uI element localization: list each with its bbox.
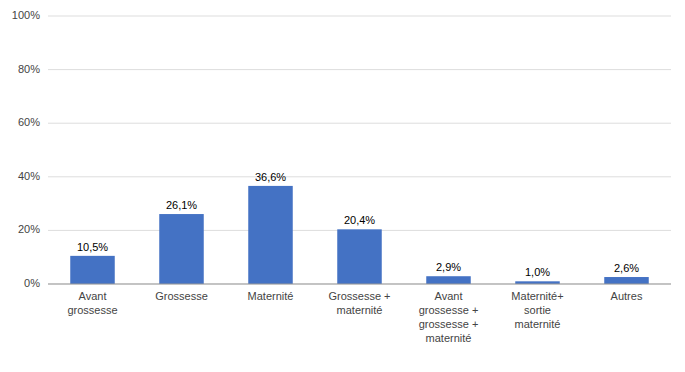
bar	[70, 256, 115, 284]
y-tick-label: 80%	[18, 63, 40, 75]
y-tick-label: 0%	[24, 277, 40, 289]
x-axis: Avantgrossesse Grossesse Maternité Grossess…	[67, 290, 642, 344]
chart: 0% 20% 40% 60% 80% 100% 10,5% 26,1% 36,6% 20,4% 2,…	[0, 0, 685, 372]
bar	[248, 186, 293, 284]
data-label: 36,6%	[255, 171, 286, 183]
data-label: 26,1%	[166, 199, 197, 211]
x-tick-label: Maternité	[248, 290, 294, 302]
y-tick-label: 40%	[18, 170, 40, 182]
grid	[48, 16, 671, 284]
data-label: 2,9%	[436, 261, 461, 273]
x-tick-label: Grossesse +maternité	[328, 290, 390, 316]
y-axis: 0% 20% 40% 60% 80% 100%	[12, 9, 40, 289]
data-label: 20,4%	[344, 214, 375, 226]
y-tick-label: 60%	[18, 116, 40, 128]
bar	[426, 276, 471, 284]
bar	[604, 277, 649, 284]
bar	[337, 229, 382, 284]
grid-line	[48, 176, 671, 177]
grid-line	[48, 284, 671, 285]
y-tick-label: 20%	[18, 223, 40, 235]
grid-line	[48, 123, 671, 124]
data-label: 2,6%	[614, 262, 639, 274]
y-tick-label: 100%	[12, 9, 40, 21]
x-tick-label: Avantgrossesse	[67, 290, 117, 316]
x-tick-label: Grossesse	[155, 290, 208, 302]
x-tick-label: Autres	[611, 290, 643, 302]
x-tick-label: Avantgrossesse +grossesse +maternité	[419, 290, 479, 344]
grid-line	[48, 69, 671, 70]
bars	[70, 186, 649, 284]
data-label: 10,5%	[77, 241, 108, 253]
x-tick-label: Maternité+sortiematernité	[511, 290, 563, 330]
x-axis-line	[48, 284, 671, 285]
bar	[159, 214, 204, 284]
data-label: 1,0%	[525, 266, 550, 278]
grid-line	[48, 16, 671, 17]
data-labels: 10,5% 26,1% 36,6% 20,4% 2,9% 1,0% 2,6%	[77, 171, 639, 278]
chart-container: 0% 20% 40% 60% 80% 100% 10,5% 26,1% 36,6% 20,4% 2,…	[0, 0, 685, 372]
